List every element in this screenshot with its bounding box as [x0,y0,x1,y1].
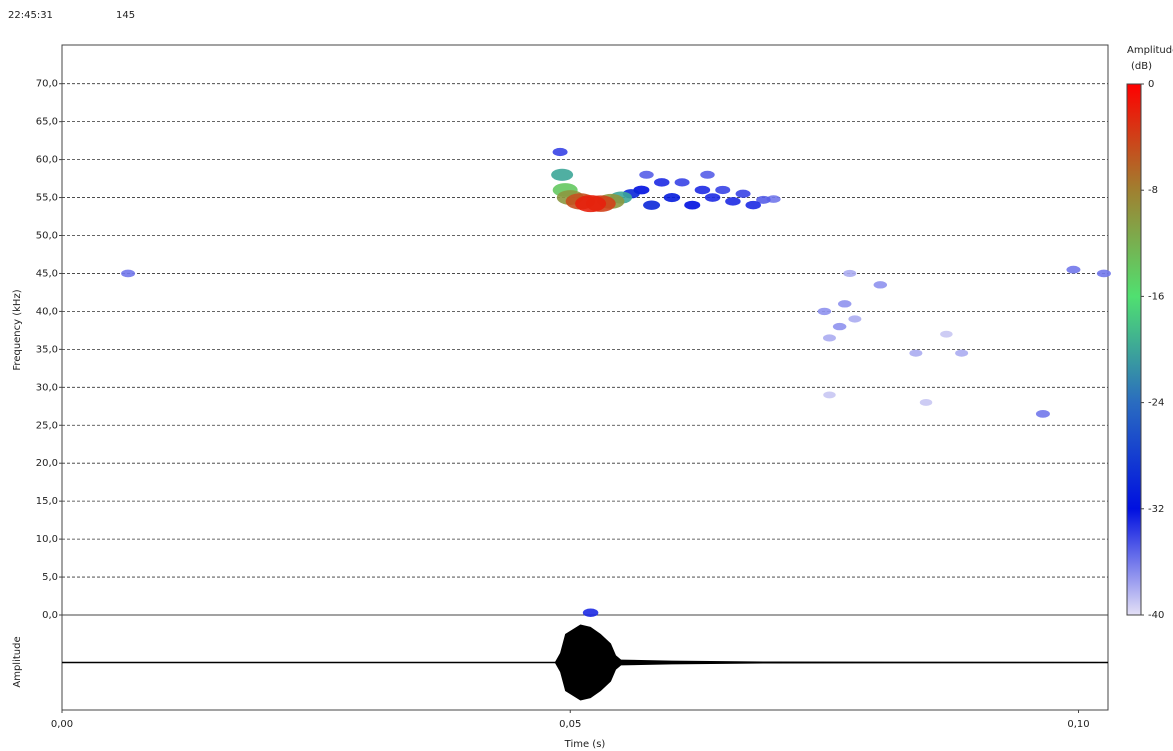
y-tick-label: 30,0 [36,382,58,393]
y-tick-label: 5,0 [42,572,58,583]
spectral-blob [843,270,856,277]
y-tick-label: 50,0 [36,231,58,242]
y-tick-label: 65,0 [36,117,58,128]
spectral-blob [745,201,761,210]
spectral-blob [909,350,922,357]
y-tick-label: 35,0 [36,344,58,355]
spectral-blob [551,169,573,181]
spectral-blob [920,399,933,406]
colorbar-tick-label: -8 [1148,185,1158,196]
time-label: 22:45:31 [8,10,53,21]
wave-axis-label: Amplitude [12,636,23,687]
y-tick-label: 40,0 [36,306,58,317]
y-tick-label: 70,0 [36,79,58,90]
colorbar [1127,84,1141,615]
spectral-blob [705,193,721,202]
spectral-blob [940,331,953,338]
x-axis-label: Time (s) [564,739,606,750]
y-tick-label: 60,0 [36,155,58,166]
spectral-blob [553,148,568,156]
y-tick-label: 10,0 [36,534,58,545]
colorbar-title: (dB) [1131,61,1152,72]
colorbar-tick-label: -32 [1148,504,1164,515]
x-tick-label: 0,05 [559,719,581,730]
spectral-blob [1097,270,1111,278]
colorbar-tick-label: 0 [1148,79,1154,90]
colorbar-tick-label: -24 [1148,398,1164,409]
spectral-blob [818,308,832,315]
spectral-blob [725,197,741,206]
y-tick-label: 55,0 [36,193,58,204]
spectral-blob [838,300,852,307]
spectral-blob [575,195,606,212]
spectral-blob [823,334,836,341]
spectral-blob [700,171,715,179]
y-tick-label: 0,0 [42,610,58,621]
spectral-blob [848,315,861,322]
spectral-blob [695,186,711,195]
spectral-blob [833,323,847,330]
count-label: 145 [116,10,135,21]
spectral-blob [823,391,836,398]
x-tick-label: 0,10 [1067,719,1089,730]
spectral-blob [684,201,700,210]
y-axis-label: Frequency (kHz) [12,289,23,370]
spectral-blob [1066,266,1080,274]
spectrogram-view: 22:45:31 145 Frequency (kHz) Amplitude T… [0,0,1173,751]
spectrogram-frame [62,45,1108,615]
spectral-blob [664,193,681,202]
y-tick-label: 25,0 [36,420,58,431]
spectral-blob [736,190,751,198]
x-tick-label: 0,00 [51,719,73,730]
spectral-blob [955,350,968,357]
spectral-blob [643,200,660,209]
spectral-blob [583,608,599,617]
y-tick-label: 45,0 [36,268,58,279]
y-tick-label: 20,0 [36,458,58,469]
spectral-blob [639,171,654,179]
colorbar-title: Amplitude [1127,45,1173,56]
spectral-blob [121,270,135,278]
colorbar-tick-label: -16 [1148,291,1164,302]
spectral-blob [874,281,888,288]
y-tick-label: 15,0 [36,496,58,507]
spectral-blob [1036,410,1050,418]
spectral-blob [675,178,690,186]
spectral-blob [715,186,730,194]
colorbar-tick-label: -40 [1148,610,1164,621]
spectral-blob [654,178,670,187]
